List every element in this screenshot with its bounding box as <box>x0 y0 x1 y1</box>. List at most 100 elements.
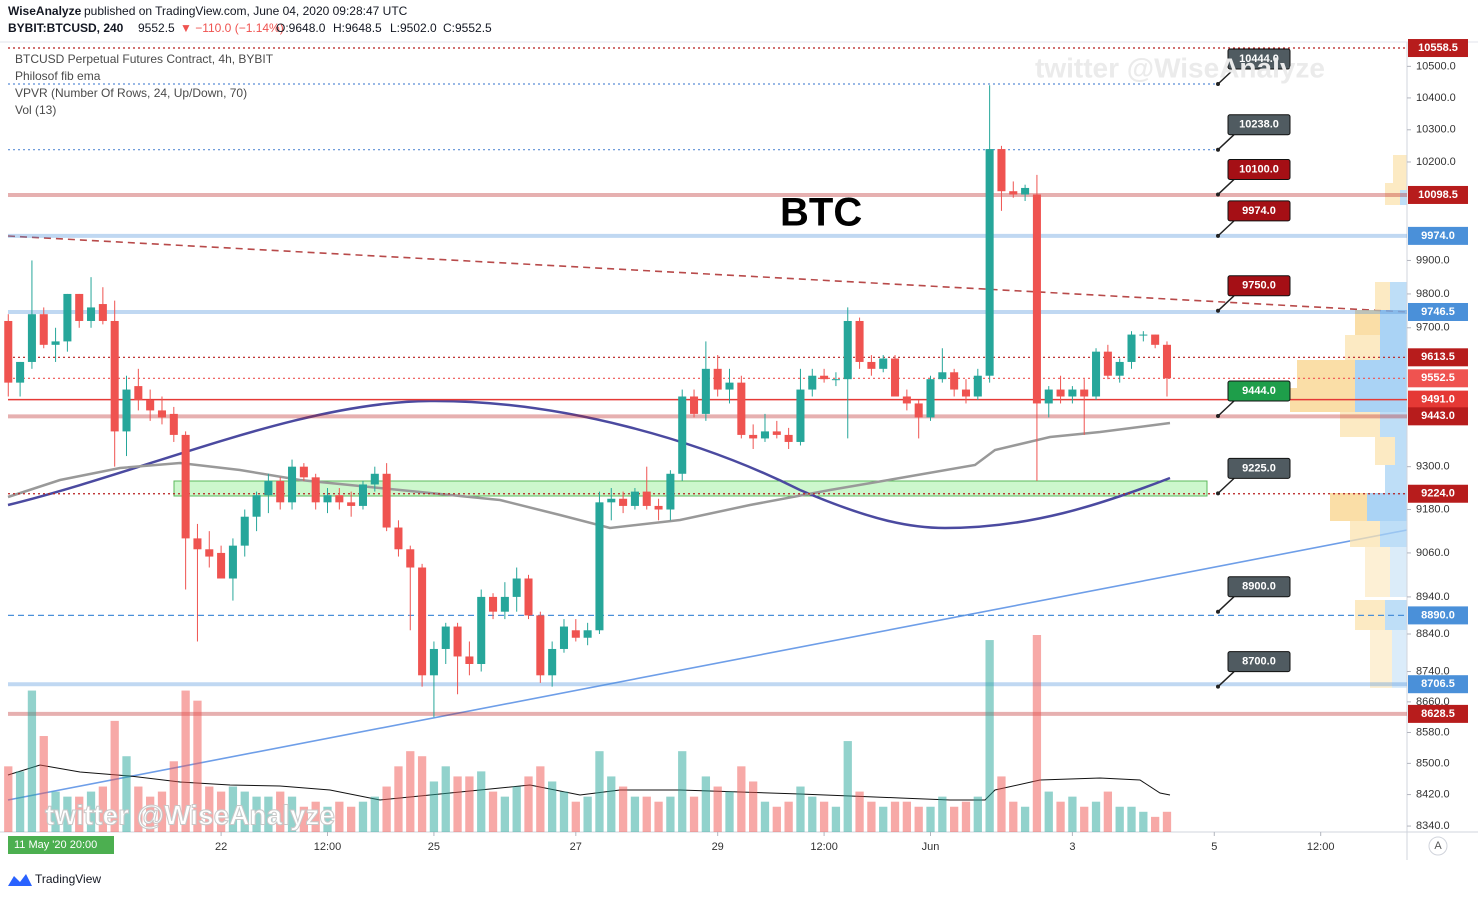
callout-pointer <box>1217 671 1235 688</box>
x-tick-label: 3 <box>1069 841 1075 853</box>
callout-point <box>1216 308 1220 313</box>
volume-bar <box>370 796 379 832</box>
volume-bar <box>181 690 190 832</box>
candle-body <box>1151 334 1160 345</box>
change: ▼ −110.0 (−1.14%) <box>180 21 284 35</box>
volume-bar <box>406 751 415 832</box>
y-tick-label: 8420.0 <box>1416 788 1450 800</box>
level-label-box <box>1408 369 1468 388</box>
y-tick-label: 9800.0 <box>1416 288 1450 300</box>
callout-pointer <box>1217 596 1235 613</box>
candle-body <box>772 431 781 435</box>
volume-bar <box>571 801 580 832</box>
callout-point <box>1216 491 1220 496</box>
volume-bar <box>1068 796 1077 832</box>
level-label: 9552.5 <box>1421 372 1455 384</box>
vp-row <box>1380 310 1407 335</box>
symbol: BYBIT:BTCUSD, 240 <box>8 21 124 35</box>
volume-bar <box>441 766 450 832</box>
candle-body <box>961 389 971 397</box>
level-label-box <box>1408 39 1468 58</box>
callout-point <box>1216 413 1220 418</box>
candle-body <box>335 495 344 503</box>
volume-bar <box>1103 791 1113 832</box>
candle-body <box>926 379 935 418</box>
candle-body <box>1032 194 1041 404</box>
volume-bar <box>347 806 356 832</box>
crosshair-time: 11 May '20 20:00 <box>14 839 97 851</box>
candle-body <box>146 399 155 411</box>
auto-label[interactable]: A <box>1434 840 1442 852</box>
callout-point <box>1216 81 1220 86</box>
volume-bar <box>146 796 155 832</box>
volume-bar <box>86 791 96 832</box>
volume-bar <box>39 736 48 832</box>
volume-bar <box>264 796 273 832</box>
candle-body <box>465 656 474 664</box>
candle-body <box>1139 334 1148 336</box>
level-label: 8706.5 <box>1421 678 1455 690</box>
candle-body <box>820 375 829 380</box>
volume-bar <box>169 761 178 832</box>
volume-bar <box>157 791 167 832</box>
callout-box <box>1227 651 1291 673</box>
volume-bar <box>205 786 214 832</box>
vp-row <box>1393 155 1407 183</box>
auto-button[interactable] <box>1428 836 1448 856</box>
callout-pointer <box>1217 400 1235 417</box>
callout-label: 9225.0 <box>1242 462 1276 474</box>
volume-bar <box>760 801 770 832</box>
candle-body <box>985 149 994 376</box>
callout-pointer <box>1217 178 1235 196</box>
x-tick-label: 5 <box>1211 841 1217 853</box>
volume-bar <box>725 791 734 832</box>
volume-bar <box>27 690 37 832</box>
volume-bar <box>63 796 72 832</box>
volume-bar <box>701 776 711 832</box>
callout-label: 9444.0 <box>1242 385 1276 397</box>
candle-body <box>181 434 190 539</box>
vp-row <box>1365 547 1390 597</box>
volume-bar <box>1127 806 1136 832</box>
candle-body <box>429 648 438 676</box>
candle-body <box>299 466 308 478</box>
candle-body <box>583 630 592 638</box>
vp-row <box>1355 360 1407 388</box>
volume-bar <box>287 796 297 832</box>
volume-bar <box>1151 816 1160 832</box>
callout-pointer <box>1217 477 1235 494</box>
volume-bar <box>678 751 687 832</box>
volume-bar <box>819 801 829 832</box>
candle-body <box>548 648 557 676</box>
candle-body <box>997 149 1006 192</box>
callout-box <box>1227 457 1291 479</box>
y-tick-label: 9180.0 <box>1416 503 1450 515</box>
volume-bar <box>914 806 923 832</box>
candle-body <box>453 626 462 657</box>
candle-body <box>63 293 72 342</box>
volume-bar <box>500 796 510 832</box>
level-label-box <box>1408 390 1468 409</box>
volume-bar <box>536 766 545 832</box>
candle-body <box>690 396 699 414</box>
volume-bar <box>1032 635 1042 832</box>
volume-bar <box>855 791 864 832</box>
x-tick-label: 12:00 <box>314 841 342 853</box>
vp-row <box>1385 600 1407 630</box>
volume-bar <box>1162 811 1172 832</box>
high: H:9648.5 <box>333 21 382 35</box>
volume-bar <box>193 700 202 832</box>
volume-bar <box>630 796 640 832</box>
candle-body <box>264 480 273 496</box>
crosshair-box <box>8 836 114 854</box>
callout-label: 9750.0 <box>1242 280 1276 292</box>
candle-body <box>382 473 391 528</box>
callout-label: 8900.0 <box>1242 581 1276 593</box>
level-label: 10098.5 <box>1418 189 1458 201</box>
candle-body <box>737 382 746 435</box>
last-price: 9552.5 <box>138 21 175 35</box>
volume-bar <box>453 776 462 832</box>
callout-box <box>1227 114 1291 136</box>
brand: TradingView <box>35 872 101 886</box>
volume-bar <box>737 766 746 832</box>
